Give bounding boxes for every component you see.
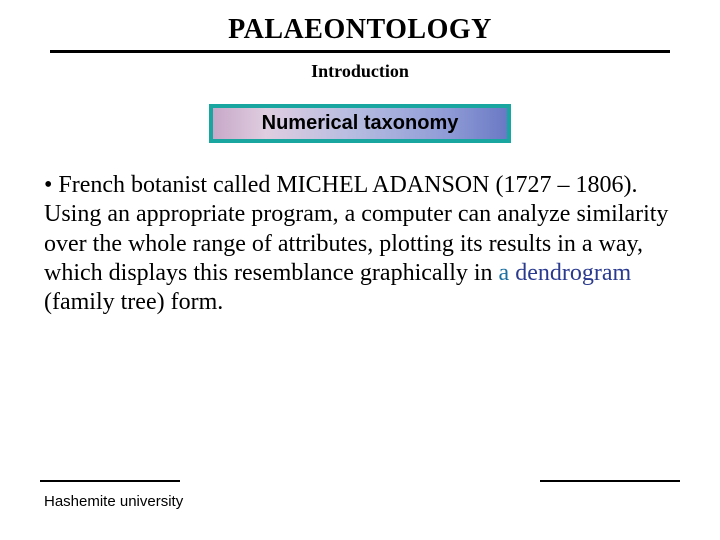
callout-text: Numerical taxonomy [262, 112, 459, 134]
callout-box: Numerical taxonomy [209, 104, 511, 143]
page-title: PALAEONTOLOGY [40, 14, 680, 46]
footer-divider-right [540, 480, 680, 482]
body-after-keyword: (family tree) form. [44, 289, 223, 315]
body-keyword: dendrogram [515, 260, 631, 286]
bullet-icon: • [44, 172, 52, 198]
footer-divider-left [40, 480, 180, 482]
subtitle: Introduction [40, 61, 680, 82]
body-text: • French botanist called MICHEL ADANSON … [40, 171, 680, 317]
body-article: a [499, 260, 510, 286]
title-divider [50, 50, 670, 53]
slide: PALAEONTOLOGY Introduction Numerical tax… [0, 0, 720, 540]
footer-text: Hashemite university [44, 493, 183, 510]
